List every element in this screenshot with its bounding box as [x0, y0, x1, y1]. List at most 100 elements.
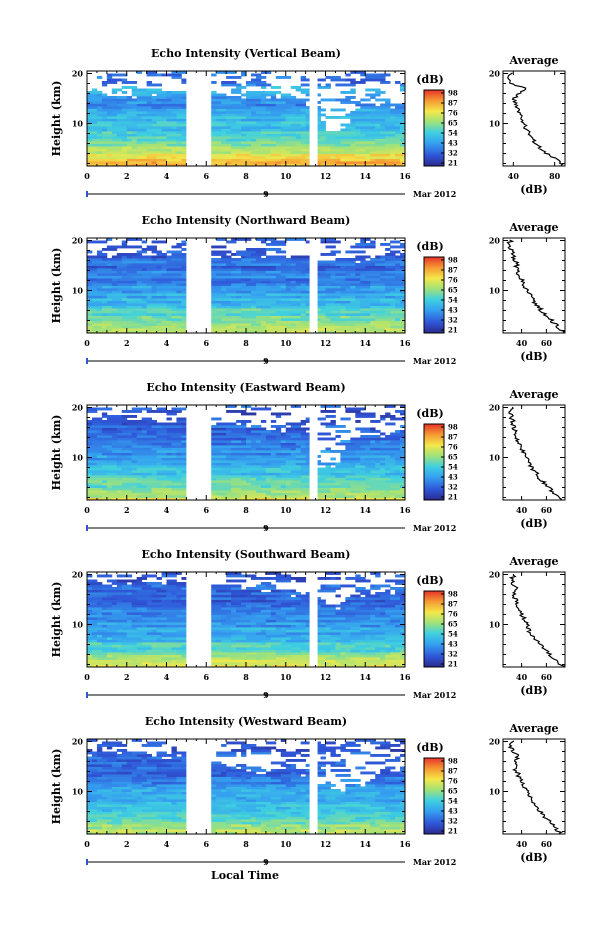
heatmap-cell — [380, 604, 396, 608]
heatmap-cell — [161, 106, 182, 109]
heatmap-cell — [126, 263, 133, 266]
heatmap-cell — [87, 756, 103, 760]
heatmap-cell — [270, 470, 287, 473]
heatmap-cell — [246, 617, 267, 620]
heatmap-cell — [211, 632, 227, 635]
heatmap-cell — [395, 106, 401, 109]
heatmap-cell — [236, 290, 252, 294]
profile-x-tick-label: 40 — [508, 171, 520, 181]
heatmap-cell — [290, 255, 311, 259]
heatmap-cell — [87, 587, 93, 590]
heatmap-cell — [101, 480, 108, 483]
heatmap-cell — [355, 103, 376, 107]
heatmap-cell — [355, 824, 371, 827]
heatmap-cell — [350, 136, 366, 139]
heatmap-cell — [390, 587, 406, 590]
heatmap-cell — [126, 328, 148, 331]
heatmap-cell — [87, 430, 98, 433]
heatmap-cell — [325, 138, 336, 142]
heatmap-cell — [231, 639, 237, 643]
heatmap-cell — [231, 814, 237, 817]
heatmap-cell — [265, 243, 277, 246]
heatmap-cell — [171, 497, 192, 501]
heatmap-cell — [280, 136, 292, 139]
profile-y-tick-label: 20 — [489, 403, 501, 413]
heatmap-cell — [265, 634, 287, 638]
heatmap-cell — [370, 285, 386, 289]
heatmap-cell — [226, 156, 237, 159]
heatmap-cell — [300, 450, 311, 453]
heatmap-cell — [375, 599, 386, 603]
heatmap-cell — [335, 614, 346, 618]
heatmap-cell — [211, 801, 232, 805]
heatmap-cell — [345, 73, 351, 77]
heatmap-cell — [116, 462, 123, 466]
heatmap-cell — [106, 470, 123, 473]
heatmap-cell — [365, 806, 386, 810]
heatmap-cell — [151, 138, 167, 142]
heatmap-cell — [231, 602, 242, 605]
heatmap-cell — [280, 739, 287, 742]
heatmap-cell — [350, 814, 366, 817]
heatmap-cell — [126, 617, 143, 620]
heatmap-cell — [330, 487, 346, 491]
heatmap-cell — [290, 826, 297, 830]
heatmap-cell — [211, 425, 232, 428]
heatmap-cell — [385, 480, 406, 483]
heatmap-cell — [270, 452, 277, 456]
heatmap-cell — [295, 128, 311, 132]
heatmap-cell — [116, 759, 123, 762]
heatmap-cell — [111, 450, 133, 453]
heatmap-cell — [385, 136, 391, 139]
heatmap-cell — [151, 422, 157, 426]
heatmap-cell — [275, 290, 292, 294]
heatmap-cell — [365, 118, 386, 122]
heatmap-cells — [87, 71, 406, 167]
profile-x-tick-label: 40 — [516, 505, 528, 515]
heatmap-cell — [375, 495, 391, 498]
heatmap-cell — [146, 83, 162, 87]
heatmap-cell — [161, 258, 172, 261]
heatmap-cell — [260, 472, 277, 476]
heatmap-cell — [221, 450, 232, 453]
heatmap-cell — [360, 826, 371, 830]
heatmap-cell — [295, 88, 316, 92]
heatmap-cell — [290, 589, 297, 593]
heatmap-cell — [265, 632, 287, 635]
heatmap-cell — [375, 796, 381, 800]
heatmap-cell — [305, 156, 311, 159]
heatmap-cell — [226, 457, 237, 461]
heatmap-cell — [305, 313, 311, 316]
heatmap-cell — [270, 280, 287, 284]
heatmap-cell — [171, 462, 187, 466]
heatmap-cell — [231, 617, 247, 620]
heatmap-cell — [385, 101, 391, 104]
heatmap-cell — [87, 275, 108, 279]
heatmap-cell — [320, 632, 326, 635]
heatmap-cell — [300, 597, 316, 600]
heatmap-cell — [355, 786, 376, 790]
heatmap-cell — [315, 829, 321, 832]
heatmap-cell — [265, 642, 272, 645]
heatmap-cell — [270, 412, 292, 416]
heatmap-cell — [231, 106, 252, 109]
heatmap-cell — [360, 315, 376, 319]
heatmap-cell — [255, 811, 267, 815]
heatmap-cell — [87, 582, 103, 585]
heatmap-cell — [176, 126, 192, 129]
heatmap-cell — [380, 657, 386, 660]
heatmap-cell — [250, 425, 262, 428]
heatmap-cell — [246, 103, 257, 107]
heatmap-cell — [211, 647, 217, 650]
heatmap-cell — [87, 609, 93, 613]
heatmap-cell — [285, 270, 292, 274]
heatmap-cell — [285, 328, 307, 331]
heatmap-cell — [241, 148, 252, 152]
heatmap-cell — [171, 278, 192, 281]
heatmap-cell — [335, 826, 346, 830]
heatmap-cell — [325, 584, 331, 588]
heatmap-cell — [250, 313, 272, 316]
heatmap-cell — [330, 809, 346, 812]
heatmap-cell — [216, 637, 232, 640]
heatmap-cell — [300, 141, 307, 144]
